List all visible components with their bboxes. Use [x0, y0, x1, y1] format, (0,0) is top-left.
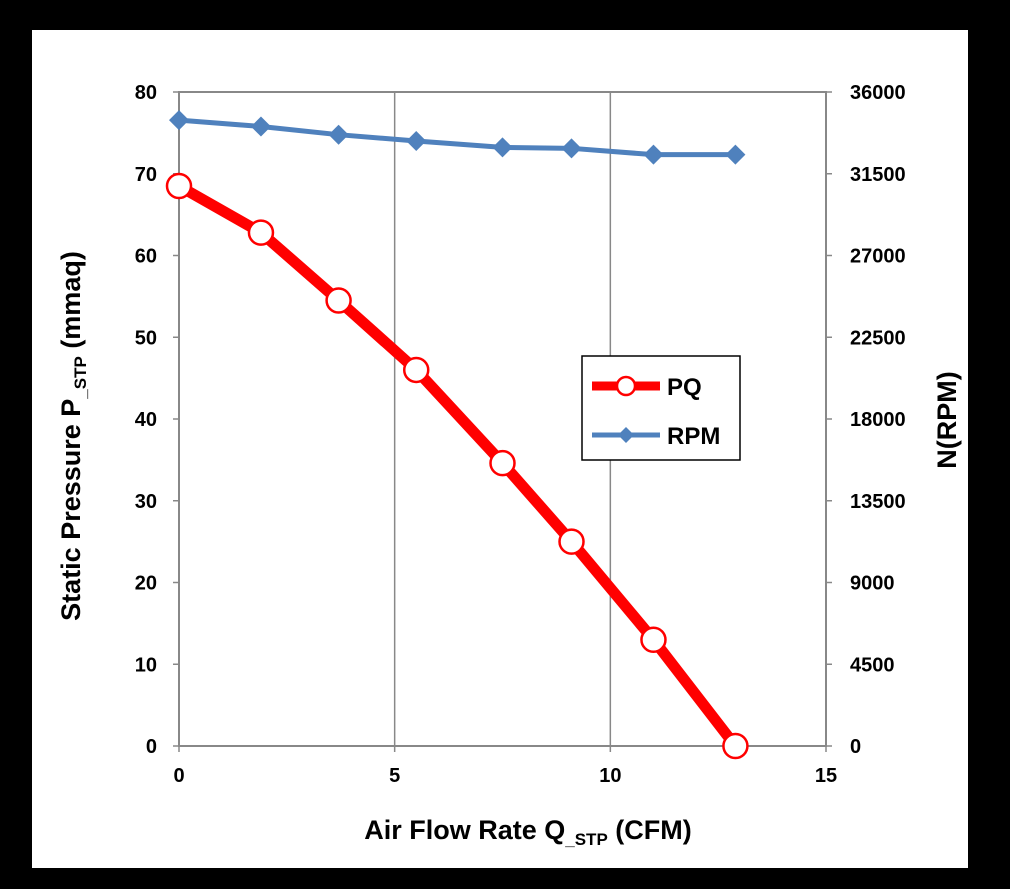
y2-tick-label-7: 31500 [850, 164, 906, 186]
data-point-pq-5 [558, 528, 585, 555]
y-tick-label-1: 10 [135, 654, 157, 676]
y-tick-label-6: 60 [135, 246, 157, 268]
legend: PQ RPM [581, 355, 741, 461]
legend-rpm-label: RPM [667, 423, 720, 450]
y2-axis-title: N(RPM) [932, 371, 962, 468]
data-point-pq-1 [247, 219, 275, 246]
y-tick-label-3: 30 [135, 491, 157, 513]
data-point-rpm-2 [328, 124, 349, 145]
y2-tick-label-5: 22500 [850, 327, 906, 349]
y-tick-label-5: 50 [135, 327, 157, 349]
data-point-pq-0 [165, 172, 193, 200]
series-group [165, 110, 749, 760]
data-point-rpm-6 [643, 144, 664, 165]
series-line-pq [173, 180, 741, 752]
x-axis-title: Air Flow Rate Q_STP (CFM) [364, 815, 692, 849]
y-tick-label-7: 70 [135, 164, 157, 186]
x-tick-label-0: 0 [173, 765, 184, 787]
chart-background [32, 30, 968, 868]
y-axis-title: Static Pressure P_STP (mmaq) [56, 251, 90, 621]
y2-tick-label-6: 27000 [850, 246, 906, 268]
data-point-rpm-7 [725, 144, 746, 165]
data-point-rpm-4 [492, 137, 513, 158]
y-tick-label-4: 40 [135, 409, 157, 431]
x-tick-label-1: 5 [389, 765, 400, 787]
data-point-rpm-5 [561, 138, 582, 159]
y2-tick-label-1: 4500 [850, 654, 895, 676]
tick-labels: 0 5 10 15 0 10 20 30 40 50 60 70 80 0 4500 9000 13500 180… [135, 82, 906, 787]
data-point-rpm-1 [250, 116, 271, 137]
y-tick-label-2: 20 [135, 573, 157, 595]
x-tick-label-2: 10 [599, 765, 621, 787]
series-line-rpm [178, 117, 736, 158]
data-point-pq-4 [489, 449, 516, 477]
y2-tick-label-0: 0 [850, 736, 861, 758]
data-point-pq-6 [640, 626, 667, 653]
data-point-rpm-3 [406, 131, 427, 152]
y2-tick-label-4: 18000 [850, 409, 906, 431]
x-tick-label-3: 15 [815, 765, 837, 787]
y2-tick-label-3: 13500 [850, 491, 906, 513]
y-tick-label-8: 80 [135, 82, 157, 104]
data-point-pq-7 [722, 732, 749, 760]
legend-rpm-marker [618, 427, 634, 443]
legend-pq-label: PQ [667, 374, 702, 401]
data-point-pq-3 [402, 356, 430, 384]
y2-tick-label-2: 9000 [850, 573, 895, 595]
data-point-pq-2 [325, 287, 352, 314]
y-tick-label-0: 0 [146, 736, 157, 758]
legend-pq-marker [615, 375, 637, 397]
y2-tick-label-8: 36000 [850, 82, 906, 104]
legend-box [581, 355, 741, 461]
data-point-rpm-0 [169, 110, 189, 131]
